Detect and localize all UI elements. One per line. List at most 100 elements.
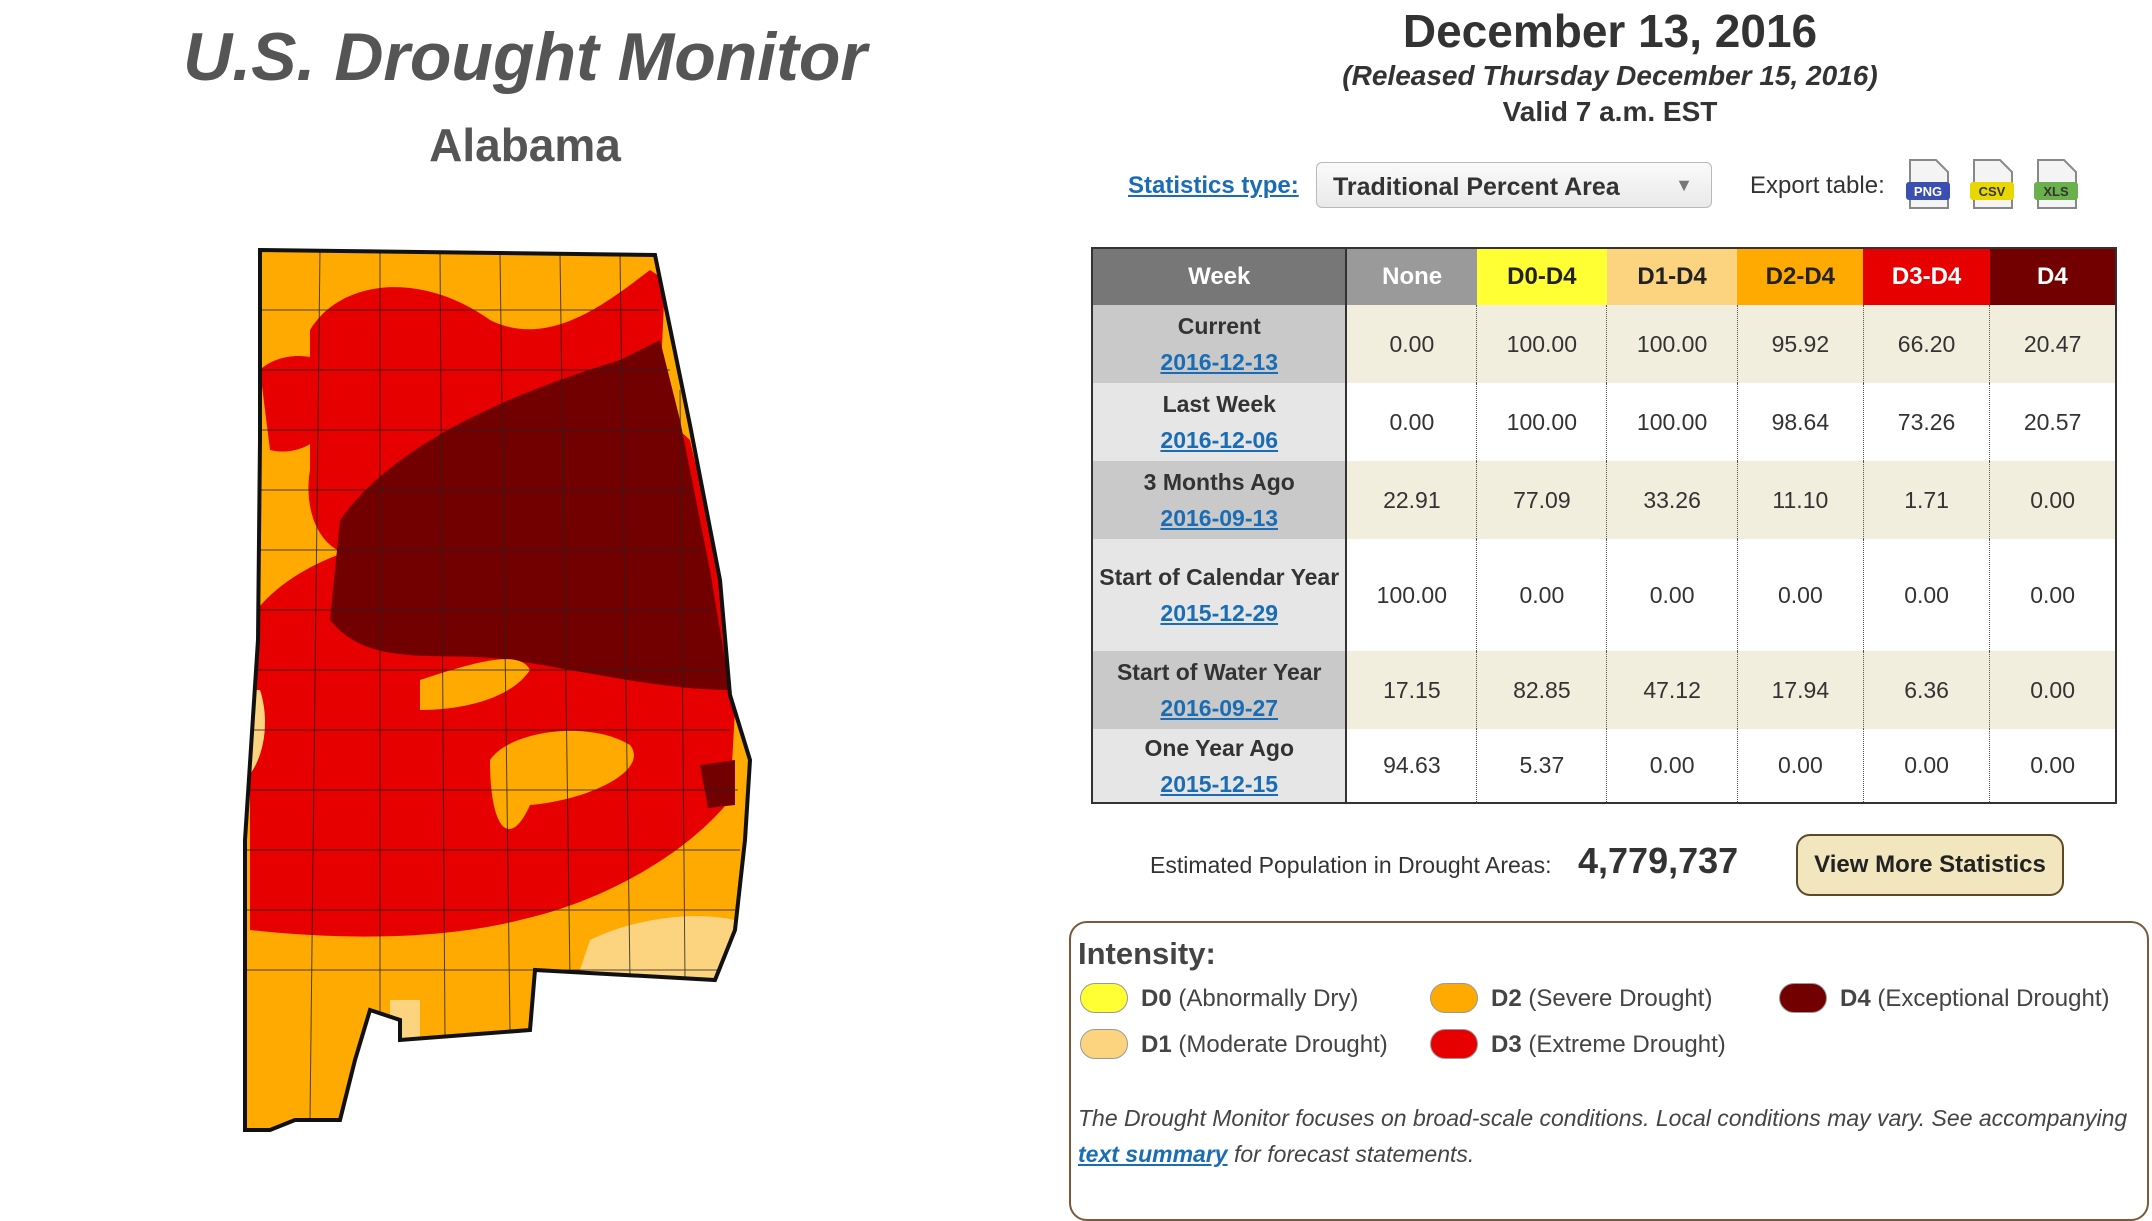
export-xls-label: XLS [2043, 184, 2069, 199]
legend-code: D3 [1491, 1031, 1522, 1058]
dropdown-caret-icon: ▼ [1675, 175, 1693, 195]
value-cell: 0.00 [1606, 729, 1738, 803]
header-none: None [1346, 248, 1477, 305]
value-cell: 94.63 [1346, 729, 1478, 803]
export-csv-label: CSV [1979, 184, 2006, 199]
population-label: Estimated Population in Drought Areas: [1150, 852, 1552, 878]
week-date-link[interactable]: 2016-09-13 [1160, 505, 1279, 531]
release-date: (Released Thursday December 15, 2016) [1342, 60, 1878, 91]
legend-code: D4 [1840, 985, 1871, 1012]
value-cell: 17.15 [1346, 651, 1478, 729]
value-cell: 0.00 [1737, 539, 1864, 651]
export-xls-icon[interactable]: XLS [2032, 158, 2080, 210]
value-cell: 0.00 [1346, 383, 1478, 461]
week-cell: One Year Ago 2015-12-15 [1092, 729, 1348, 803]
week-label: 3 Months Ago [1143, 469, 1295, 495]
value-cell: 73.26 [1863, 383, 1991, 461]
legend-title: Intensity: [1078, 936, 1216, 971]
value-cell: 100.00 [1476, 305, 1608, 383]
value-cell: 22.91 [1346, 461, 1478, 539]
legend-swatch-d0 [1080, 983, 1128, 1013]
d4-area [330, 340, 730, 690]
value-cell: 95.92 [1737, 305, 1864, 383]
legend-desc: (Severe Drought) [1528, 985, 1713, 1012]
value-cell: 0.00 [1737, 729, 1864, 803]
legend-desc: (Abnormally Dry) [1178, 985, 1359, 1012]
value-cell: 0.00 [1863, 539, 1991, 651]
value-cell: 66.20 [1863, 305, 1991, 383]
legend-swatch-d3 [1430, 1029, 1478, 1059]
legend-item-d1: D1 (Moderate Drought) [1141, 1031, 1388, 1059]
legend-desc: (Exceptional Drought) [1877, 985, 2110, 1012]
value-cell: 100.00 [1606, 305, 1738, 383]
value-cell: 100.00 [1346, 539, 1478, 651]
value-cell: 77.09 [1476, 461, 1608, 539]
header-d2-d4: D2-D4 [1737, 248, 1864, 305]
week-label: Start of Water Year [1116, 659, 1322, 685]
week-date-link[interactable]: 2016-09-27 [1160, 695, 1279, 721]
week-cell: Start of Water Year 2016-09-27 [1092, 651, 1348, 729]
page-title: U.S. Drought Monitor [183, 19, 867, 95]
d1-area-coast [390, 1000, 420, 1050]
week-cell: 3 Months Ago 2016-09-13 [1092, 461, 1348, 539]
legend-note-text: The Drought Monitor focuses on broad-sca… [1078, 1105, 2128, 1131]
value-cell: 6.36 [1863, 651, 1991, 729]
legend-item-d3: D3 (Extreme Drought) [1491, 1031, 1726, 1059]
week-date-link[interactable]: 2016-12-13 [1160, 349, 1279, 375]
value-cell: 0.00 [1346, 305, 1478, 383]
legend-code: D2 [1491, 985, 1522, 1012]
value-cell: 98.64 [1737, 383, 1864, 461]
legend-desc: (Moderate Drought) [1178, 1031, 1388, 1058]
value-cell: 0.00 [1989, 461, 2116, 539]
drought-stats-table: Week None D0-D4 D1-D4 D2-D4 D3-D4 D4 Cur… [1091, 247, 2117, 804]
report-date: December 13, 2016 [1402, 5, 1818, 57]
value-cell: 0.00 [1606, 539, 1738, 651]
table-header-row: Week None D0-D4 D1-D4 D2-D4 D3-D4 D4 [1092, 248, 2116, 305]
week-date-link[interactable]: 2016-12-06 [1160, 427, 1279, 453]
week-date-link[interactable]: 2015-12-29 [1160, 600, 1279, 626]
header-d1-d4: D1-D4 [1606, 248, 1738, 305]
value-cell: 0.00 [1863, 729, 1991, 803]
week-label: Start of Calendar Year [1099, 564, 1340, 590]
week-label: Current [1177, 313, 1261, 339]
header-week: Week [1092, 248, 1348, 305]
statistics-type-value: Traditional Percent Area [1333, 173, 1620, 201]
export-label: Export table: [1750, 172, 1885, 199]
drought-map [243, 247, 753, 1132]
d2-pocket-south [490, 730, 634, 830]
export-csv-icon[interactable]: CSV [1968, 158, 2016, 210]
value-cell: 5.37 [1476, 729, 1608, 803]
legend-item-d4: D4 (Exceptional Drought) [1840, 985, 2109, 1013]
text-summary-link[interactable]: text summary [1078, 1141, 1228, 1167]
value-cell: 20.47 [1989, 305, 2116, 383]
week-label: Last Week [1162, 391, 1276, 417]
value-cell: 47.12 [1606, 651, 1738, 729]
value-cell: 17.94 [1737, 651, 1864, 729]
header-d0-d4: D0-D4 [1476, 248, 1607, 305]
table-row: Start of Water Year 2016-09-27 17.15 82.8… [1092, 651, 2116, 729]
week-cell: Start of Calendar Year 2015-12-29 [1092, 539, 1348, 651]
value-cell: 0.00 [1476, 539, 1608, 651]
d4-area-southeast [700, 760, 735, 808]
value-cell: 82.85 [1476, 651, 1608, 729]
table-row: One Year Ago 2015-12-15 94.63 5.37 0.00 0… [1092, 729, 2116, 803]
value-cell: 100.00 [1606, 383, 1738, 461]
d3-area-northwest [260, 356, 342, 452]
legend-swatch-d4 [1779, 983, 1827, 1013]
week-cell: Current 2016-12-13 [1092, 305, 1348, 383]
state-name: Alabama [429, 119, 621, 171]
population-value: 4,779,737 [1578, 840, 1739, 881]
export-png-icon[interactable]: PNG [1904, 158, 1952, 210]
week-cell: Last Week 2016-12-06 [1092, 383, 1348, 461]
legend-code: D0 [1141, 985, 1172, 1012]
legend-item-d0: D0 (Abnormally Dry) [1141, 985, 1358, 1013]
table-row: Last Week 2016-12-06 0.00 100.00 100.00 9… [1092, 383, 2116, 461]
statistics-type-link[interactable]: Statistics type: [1128, 172, 1299, 199]
legend-note-text-end: for forecast statements. [1227, 1141, 1475, 1167]
week-date-link[interactable]: 2015-12-15 [1160, 770, 1279, 797]
header-d4: D4 [1989, 248, 2116, 305]
statistics-type-select[interactable]: Traditional Percent Area ▼ [1316, 162, 1712, 208]
county-lines [245, 250, 740, 1121]
view-more-statistics-button[interactable]: View More Statistics [1796, 834, 2064, 896]
value-cell: 11.10 [1737, 461, 1864, 539]
